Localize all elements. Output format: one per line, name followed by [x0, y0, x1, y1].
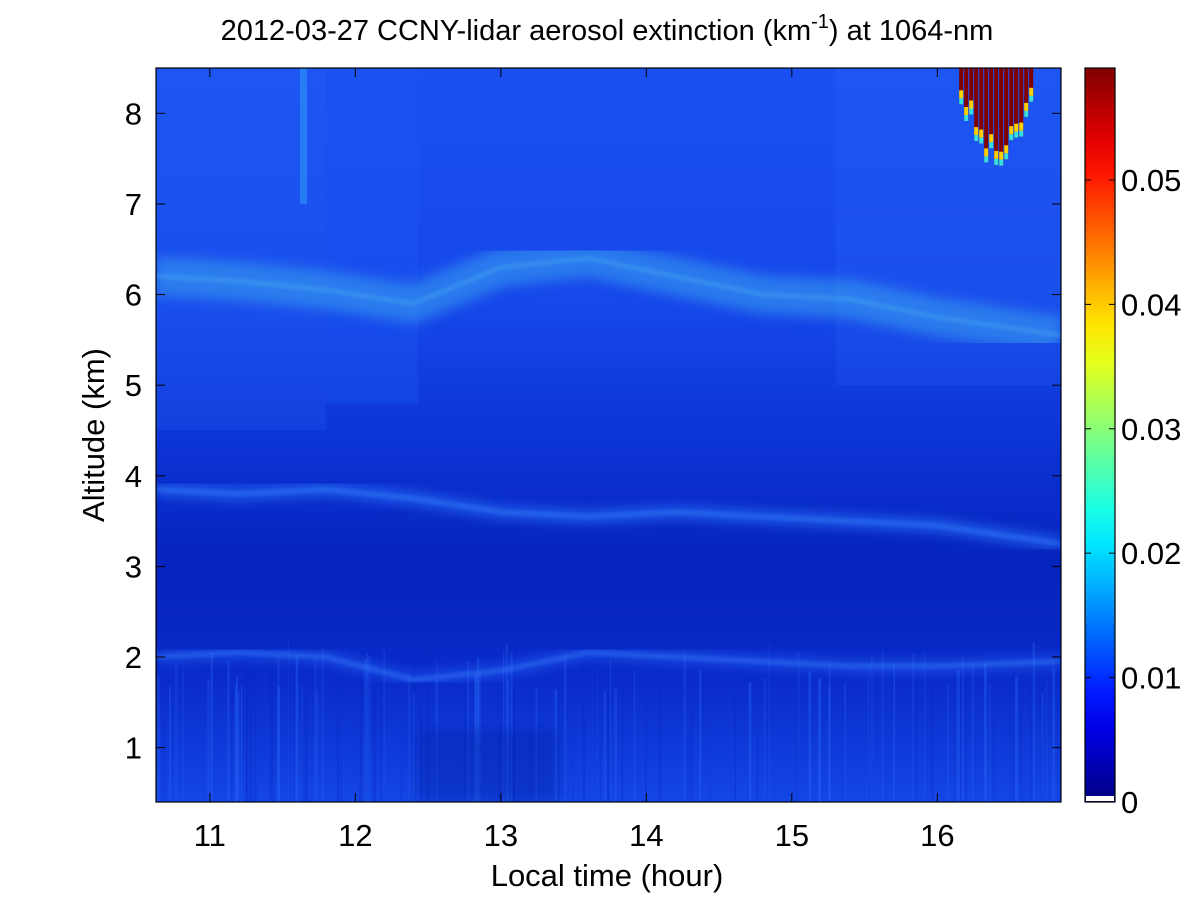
cloud-streak [1019, 68, 1024, 137]
x-axis: 11 12 13 14 15 16 [194, 68, 955, 853]
y-tick-label: 4 [125, 459, 142, 494]
heatmap-texture [156, 68, 1061, 802]
x-tick-label: 14 [629, 818, 663, 853]
cloud-streak [979, 68, 984, 144]
cloud-streak [1014, 68, 1019, 138]
cloud-streak [969, 68, 974, 115]
y-tick-label: 1 [125, 731, 142, 766]
aerosol-layer-core [156, 488, 1061, 545]
cloud-streak [984, 68, 989, 163]
colorbar-body [1084, 67, 1116, 803]
x-axis-label: Local time (hour) [491, 858, 724, 893]
y-tick-label: 5 [125, 368, 142, 403]
colorbar-tick-label: 0 [1121, 785, 1138, 820]
cloud-streak [1024, 68, 1029, 117]
colorbar-tick-label: 0.05 [1121, 163, 1181, 198]
aerosol-layers [156, 239, 1061, 684]
y-axis: 1 2 3 4 5 6 7 8 [125, 96, 1061, 766]
high-cloud [959, 68, 1034, 166]
chart-title: 2012-03-27 CCNY-lidar aerosol extinction… [221, 11, 994, 47]
cloud-streak [994, 68, 999, 165]
plot-frame [155, 67, 1062, 803]
cloud-streak [959, 68, 964, 105]
colorbar-tick-label: 0.04 [1121, 287, 1181, 322]
y-tick-label: 3 [125, 549, 142, 584]
x-tick-label: 13 [484, 818, 518, 853]
cloud-streak [1009, 68, 1014, 141]
cloud-streak [1004, 68, 1009, 160]
x-tick-label: 11 [194, 818, 226, 853]
colorbar-tick-label: 0.02 [1121, 536, 1181, 571]
x-tick-label: 16 [920, 818, 954, 853]
plot-area [156, 68, 1061, 802]
aerosol-layer-core [156, 651, 1061, 681]
colorbar-ticks: 0 0.01 0.02 0.03 0.04 0.05 [1085, 163, 1181, 820]
x-tick-label: 12 [338, 818, 372, 853]
x-tick-label: 15 [775, 818, 809, 853]
colorbar-tick-label: 0.01 [1121, 661, 1181, 696]
colorbar: 0 0.01 0.02 0.03 0.04 0.05 [1084, 67, 1181, 820]
aerosol-layer-core [156, 257, 1061, 337]
y-tick-label: 8 [125, 96, 142, 131]
cloud-streak [989, 68, 994, 149]
y-tick-label: 6 [125, 278, 142, 313]
cloud-streak [999, 68, 1004, 166]
y-tick-label: 7 [125, 187, 142, 222]
y-tick-label: 2 [125, 640, 142, 675]
y-axis-label: Altitude (km) [76, 348, 111, 522]
cloud-streak [1029, 68, 1034, 102]
colorbar-tick-label: 0.03 [1121, 412, 1181, 447]
cloud-streak [964, 68, 969, 121]
cloud-streak [974, 68, 979, 142]
